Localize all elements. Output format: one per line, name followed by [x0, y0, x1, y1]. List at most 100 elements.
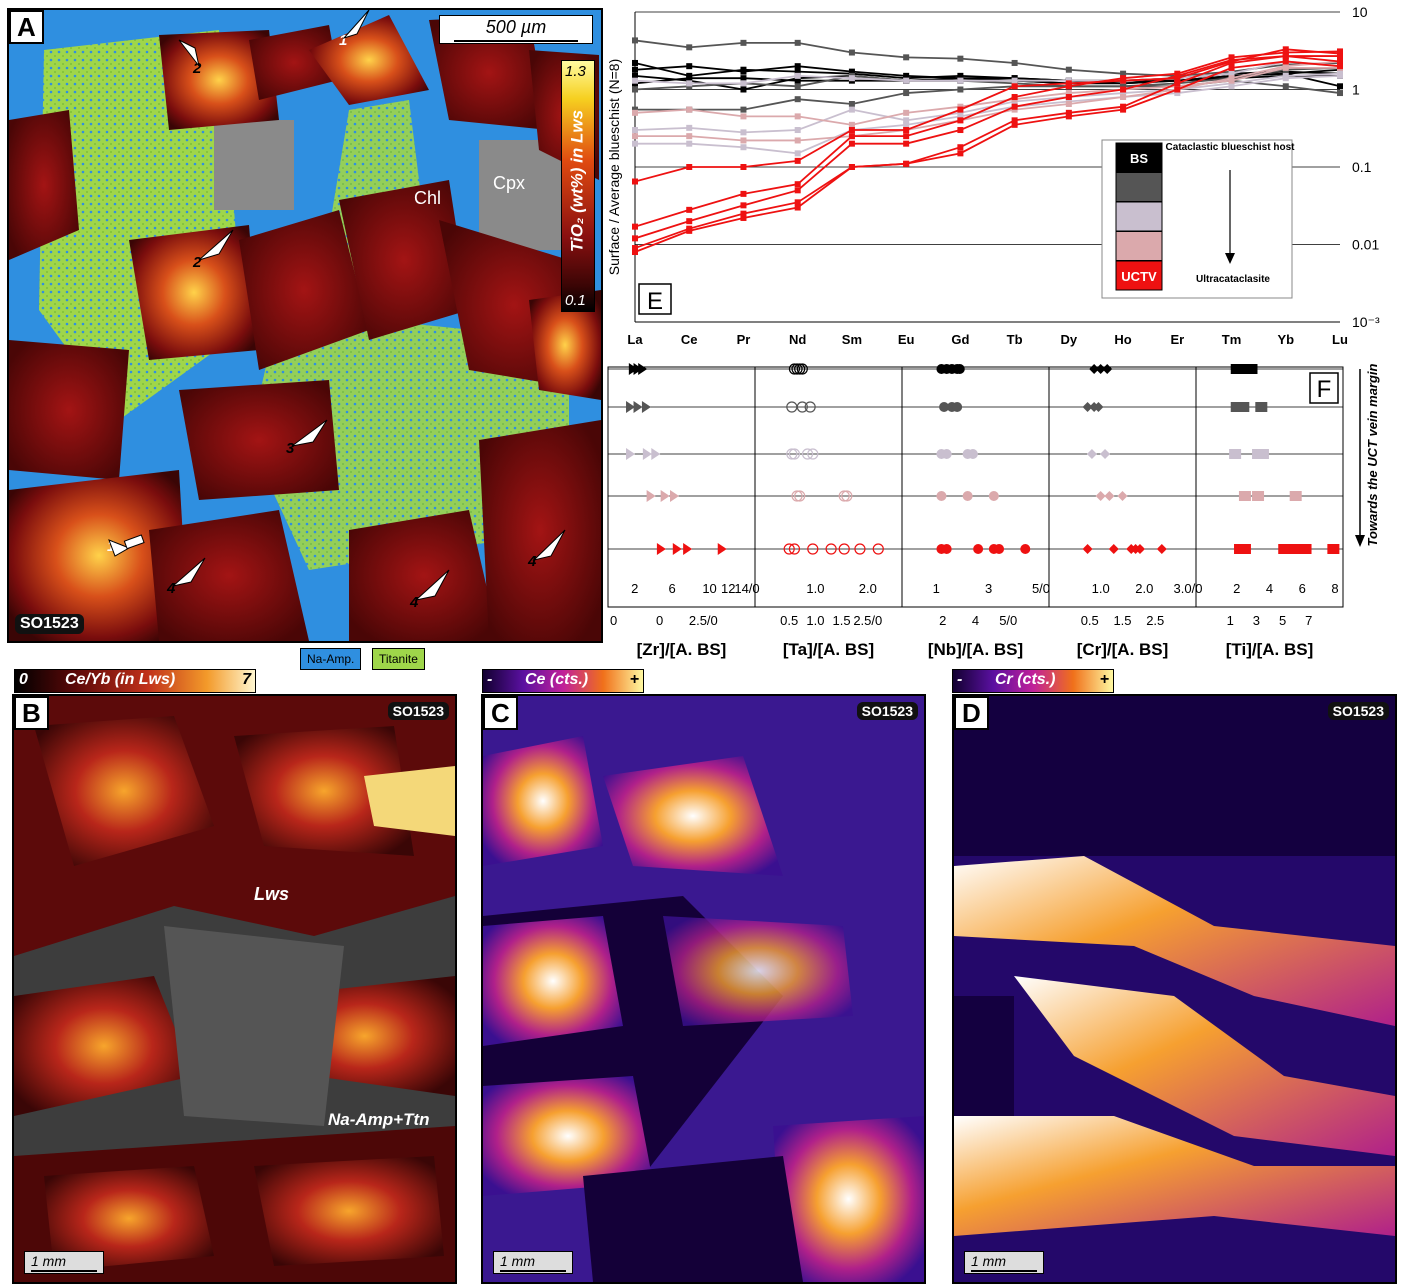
diamond-marker [1086, 449, 1097, 459]
data-point [632, 249, 638, 256]
x-tick-label: Er [1170, 332, 1184, 347]
triangle-marker [633, 401, 643, 413]
legend-label: BS [1130, 151, 1148, 166]
data-point [794, 187, 801, 194]
legend-bottom-text: Ultracataclasite [1196, 274, 1270, 285]
data-point [1065, 66, 1072, 73]
data-point [740, 129, 747, 136]
margin-arrow-head [1355, 535, 1365, 547]
diamond-marker [1108, 544, 1119, 554]
triangle-marker [641, 401, 651, 413]
triangle-marker [660, 490, 670, 502]
triangle-marker [642, 448, 652, 460]
data-point [1120, 106, 1127, 113]
data-point [794, 137, 801, 144]
y-tick-label: 10⁻³ [1352, 314, 1380, 330]
panel-d-texture [954, 696, 1395, 1282]
data-point [740, 75, 747, 82]
cbar-max: + [629, 671, 639, 688]
y-tick-label: 0.1 [1352, 159, 1372, 175]
series-line [634, 55, 1340, 240]
legend-label: UCTV [1121, 269, 1157, 284]
diamond-marker [1095, 364, 1106, 374]
x-tick-label: Dy [1061, 332, 1078, 347]
axis-tick-label: 3 [1253, 613, 1260, 628]
series-line [634, 72, 1341, 134]
data-point [794, 77, 801, 84]
data-point [903, 127, 910, 134]
dot-marker [954, 364, 965, 374]
data-point [957, 144, 964, 151]
data-point [686, 206, 693, 213]
ce-colorbar: - Ce (cts.) + [482, 669, 644, 693]
data-point [1120, 70, 1127, 77]
axis-tick-label: 0 [656, 613, 663, 628]
diamond-marker [1082, 544, 1093, 554]
data-point [686, 106, 693, 113]
series-line [635, 66, 1341, 111]
arrow-icons [108, 10, 566, 601]
square-marker [1299, 544, 1312, 554]
dot-marker [967, 449, 978, 459]
data-point [632, 77, 638, 84]
series-line [634, 50, 1341, 228]
cbar-max: 7 [242, 671, 251, 688]
legend-swatch [1115, 260, 1163, 291]
data-point [957, 113, 964, 120]
square-marker [1256, 449, 1269, 459]
data-point [1011, 117, 1018, 124]
panel-f-frame [607, 366, 1344, 608]
data-point [632, 86, 638, 93]
scale-bar: 1 mm [964, 1251, 1044, 1274]
data-point [740, 68, 747, 75]
cebyb-colorbar: 0 Ce/Yb (in Lws) 7 [14, 669, 256, 693]
data-point [794, 150, 801, 157]
circle-marker [825, 543, 837, 555]
data-point [1011, 103, 1018, 110]
circle-marker [791, 490, 803, 502]
axis-tick-label: 2.5 [1146, 613, 1164, 628]
triangle-marker [638, 363, 648, 375]
triangle-marker [626, 401, 636, 413]
circle-marker [838, 490, 850, 502]
data-point [632, 245, 638, 252]
axis-tick-label: 5/0 [999, 613, 1017, 628]
axis-tick-label: 1.5 [833, 613, 851, 628]
data-point [1120, 90, 1127, 97]
diamond-marker [1100, 449, 1111, 459]
x-tick-label: Tm [1222, 332, 1242, 347]
data-point [957, 117, 964, 124]
triangle-marker [651, 448, 661, 460]
data-point [1282, 75, 1289, 82]
data-point [794, 157, 801, 164]
series-line [635, 74, 1341, 155]
data-point [794, 72, 801, 79]
data-point [632, 37, 638, 44]
data-point [1228, 64, 1235, 71]
data-point [686, 75, 693, 82]
data-point [957, 109, 964, 116]
triangle-marker [656, 543, 666, 555]
data-point [1120, 94, 1127, 101]
circle-marker [791, 363, 803, 375]
y-tick-label: 1 [1352, 82, 1360, 98]
data-point [1120, 83, 1127, 90]
cbar-min: - [957, 671, 963, 688]
x-tick-label: Gd [951, 332, 969, 347]
panel-label-e-box [638, 283, 672, 315]
triangle-marker [683, 543, 693, 555]
axis-tick-label: 7 [1305, 613, 1312, 628]
circle-marker [872, 543, 884, 555]
square-marker [1229, 449, 1242, 459]
data-point [740, 190, 747, 197]
data-point [1011, 77, 1018, 84]
data-point [686, 63, 693, 70]
data-point [1337, 72, 1343, 79]
data-point [1065, 109, 1072, 116]
data-point [1337, 58, 1343, 65]
x-tick-label: Tb [1007, 332, 1023, 347]
sample-id: SO1523 [387, 702, 449, 720]
data-point [740, 80, 747, 87]
axis-zero-label: 0 [610, 613, 617, 628]
circle-marker [804, 401, 816, 413]
